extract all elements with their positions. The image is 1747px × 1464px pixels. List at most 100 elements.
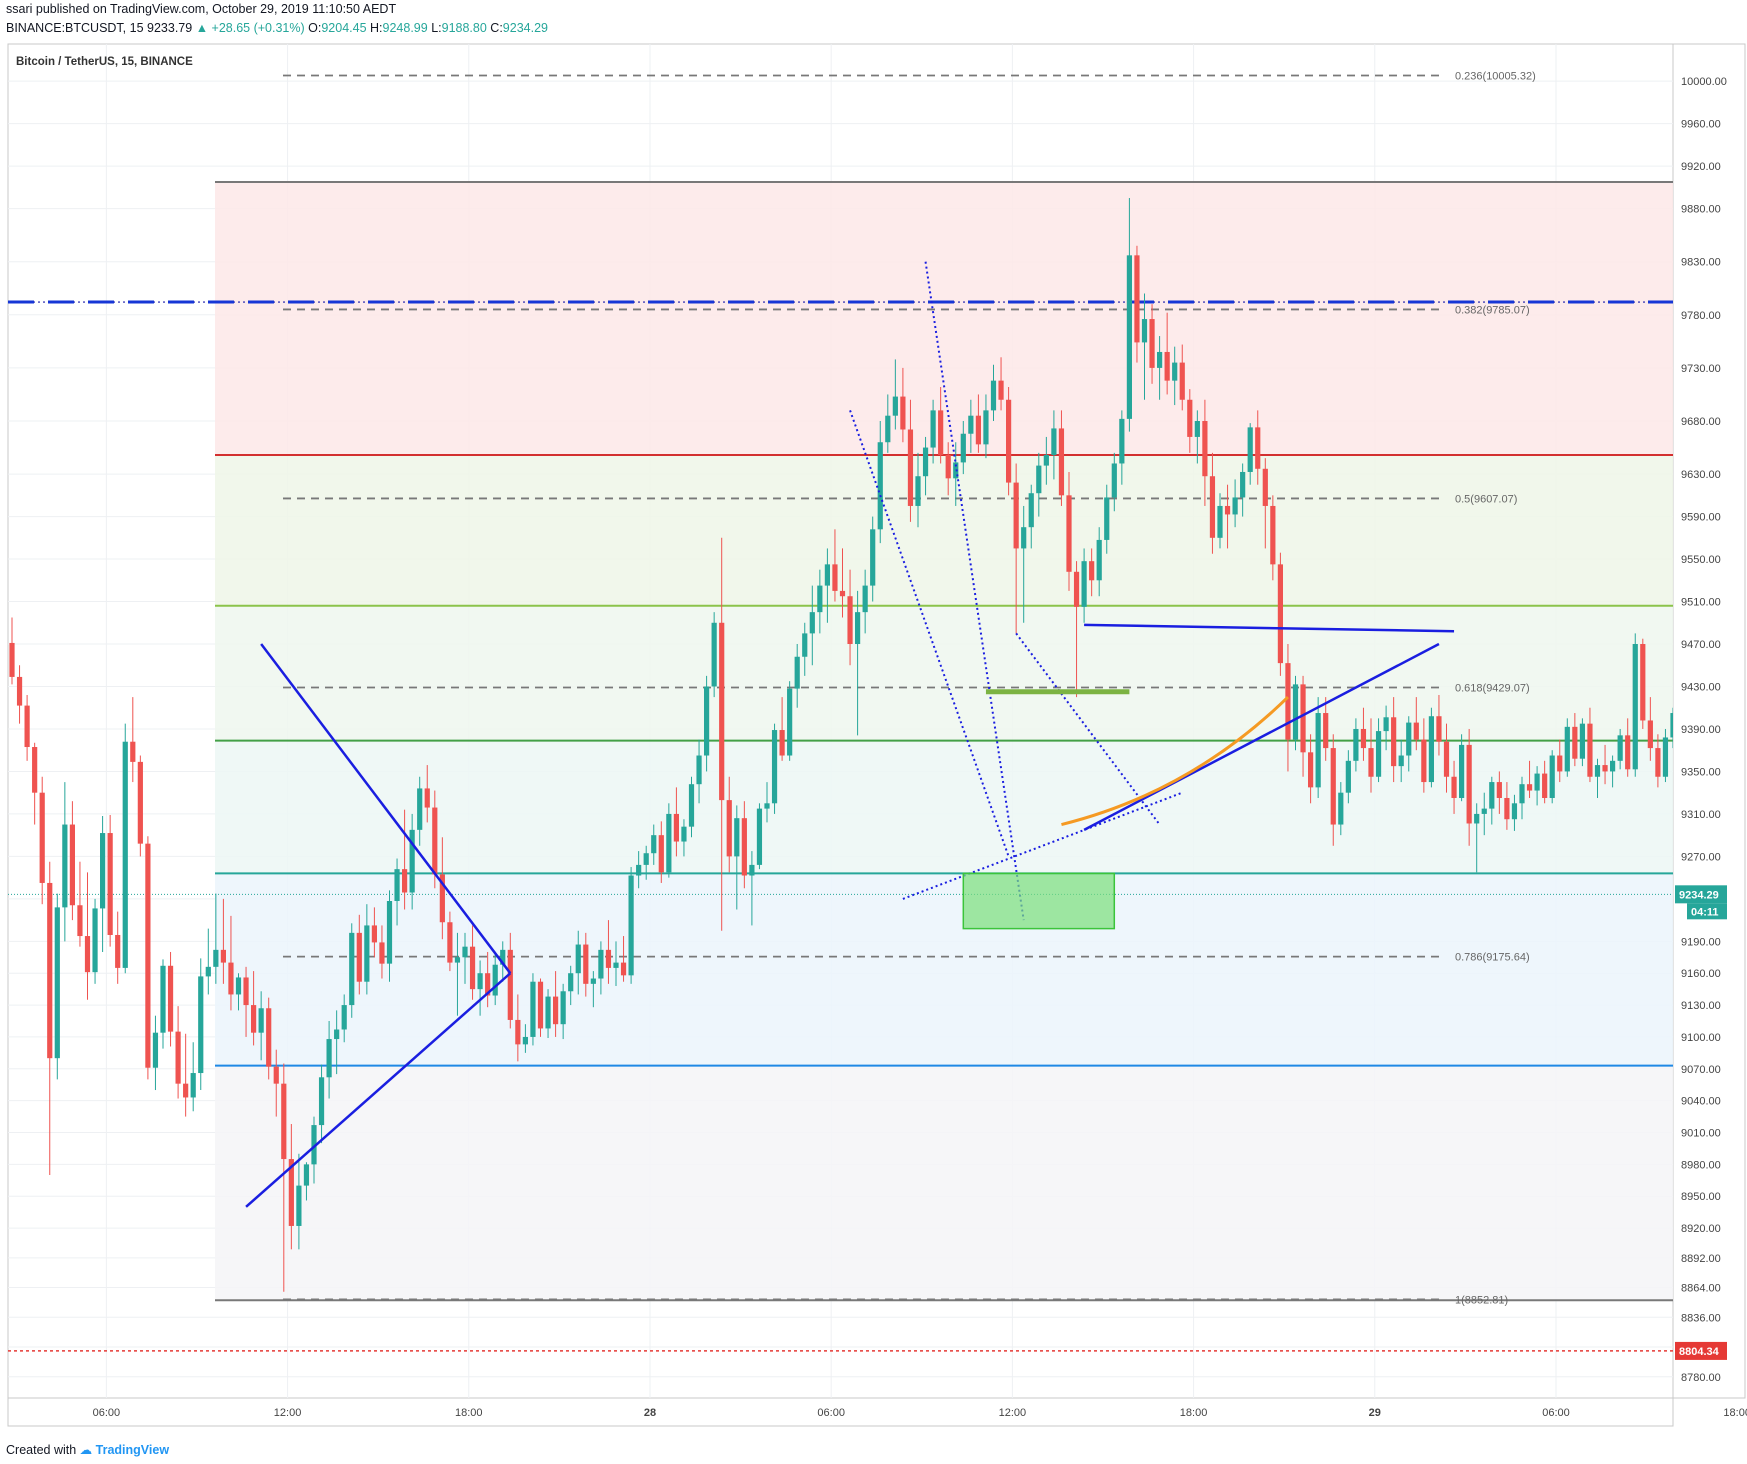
y-tick-label: 9390.00 (1681, 724, 1721, 736)
y-tick-label: 9590.00 (1681, 512, 1721, 524)
y-tick-label: 9010.00 (1681, 1128, 1721, 1140)
candle-body (334, 1029, 340, 1040)
candle-body (1292, 684, 1299, 740)
x-tick-label: 12:00 (999, 1407, 1027, 1419)
candle-body (417, 788, 423, 830)
candle-body (839, 590, 846, 597)
candle-body (1489, 782, 1495, 809)
candle-body (77, 905, 83, 937)
candles (9, 197, 1673, 1292)
candle-body (266, 1008, 272, 1067)
candle-body (439, 874, 445, 923)
candle-body (1383, 717, 1389, 732)
candle-body (1640, 644, 1646, 721)
fib-levels: 0.236(10005.32) 0.382(9785.07) 0.5(9607.07… (283, 71, 1536, 1306)
candle-body (1459, 744, 1465, 798)
author-link[interactable]: ssari (6, 2, 33, 16)
candle-body (1504, 797, 1510, 820)
y-tick-label: 10000.00 (1681, 76, 1727, 88)
y-tick-label: 9920.00 (1681, 161, 1721, 173)
candle-body (1632, 644, 1638, 770)
y-tick-label: 9270.00 (1681, 851, 1721, 863)
candle-body (1255, 427, 1261, 469)
candle-body (1594, 765, 1601, 777)
candle-body (1323, 713, 1329, 749)
candle-body (862, 585, 868, 613)
y-tick-label: 9100.00 (1681, 1032, 1721, 1044)
fib-zone (215, 1065, 1673, 1301)
candle-body (198, 976, 204, 1074)
candle-body (734, 818, 740, 857)
candle-body (1564, 726, 1570, 772)
candle-body (832, 564, 838, 591)
candle-body (235, 977, 242, 995)
candle-body (537, 981, 544, 1029)
fib-label: 0.382(9785.07) (1455, 304, 1530, 316)
candle-body (424, 788, 430, 808)
y-tick-label: 9960.00 (1681, 119, 1721, 131)
candle-body (54, 907, 60, 1059)
fib-label: 0.786(9175.64) (1455, 952, 1530, 964)
time-axis[interactable] (7, 1397, 1674, 1427)
candle-body (1466, 744, 1472, 824)
candle-body (1157, 351, 1163, 368)
y-tick-label: 9730.00 (1681, 363, 1721, 375)
candle-body (930, 410, 936, 448)
candle-body (945, 454, 951, 479)
candle-body (787, 688, 793, 756)
tradingview-logo-icon[interactable]: ☁ (79, 1443, 93, 1457)
current-price-text: 9234.29 (1679, 889, 1719, 901)
y-tick-label: 9680.00 (1681, 416, 1721, 428)
candle-body (666, 813, 672, 873)
candle-body (696, 755, 702, 785)
candle-body (983, 410, 989, 445)
candle-body (870, 529, 876, 586)
candle-body (356, 932, 362, 982)
chart-title: Bitcoin / TetherUS, 15, BINANCE (16, 56, 193, 68)
fib-label: 0.236(10005.32) (1455, 71, 1536, 83)
low-label: L: (431, 21, 442, 35)
y-tick-label: 9470.00 (1681, 639, 1721, 651)
candle-body (122, 741, 128, 968)
y-tick-label: 9310.00 (1681, 809, 1721, 821)
candle-body (258, 1008, 264, 1033)
candle-body (500, 949, 506, 965)
price-change: ▲ +28.65 (+0.31%) (195, 21, 305, 35)
candle-body (960, 433, 966, 463)
published-text: published on TradingView.com, October 29… (35, 2, 397, 16)
price-axis[interactable] (1672, 43, 1746, 1399)
candle-body (771, 730, 778, 804)
candle-body (1240, 471, 1246, 498)
red-level-text: 8804.34 (1679, 1346, 1720, 1358)
candle-body (1421, 739, 1427, 783)
current-price-badge (1675, 885, 1727, 904)
candle-body (711, 622, 717, 687)
candle-body (32, 747, 38, 793)
candle-body (39, 792, 45, 883)
fib-zone (215, 454, 1673, 606)
candle-body (1436, 716, 1442, 742)
candle-body (1406, 722, 1412, 756)
tradingview-link[interactable]: TradingView (95, 1443, 170, 1457)
ohlc-line: BINANCE:BTCUSDT, 15 9233.79 ▲ +28.65 (+0… (6, 19, 1747, 38)
dotted-channel-line-a (924, 261, 1025, 921)
candle-body (1179, 362, 1185, 400)
candle-body (1149, 319, 1155, 368)
candle-body (749, 864, 755, 876)
countdown-badge (1687, 903, 1727, 920)
candle-body (1006, 399, 1012, 483)
candle-body (251, 1005, 257, 1033)
close-value: 9234.29 (502, 21, 548, 35)
candle-body (1610, 760, 1616, 772)
candle-body (167, 965, 174, 1032)
candle-body (1368, 748, 1374, 777)
candle-body (1542, 773, 1548, 798)
candle-body (628, 875, 634, 976)
candle-body (1345, 760, 1351, 793)
candle-body (643, 853, 649, 865)
candle-body (938, 410, 944, 455)
candle-body (575, 944, 581, 974)
candle-body (100, 833, 106, 909)
candle-body (273, 1066, 279, 1084)
